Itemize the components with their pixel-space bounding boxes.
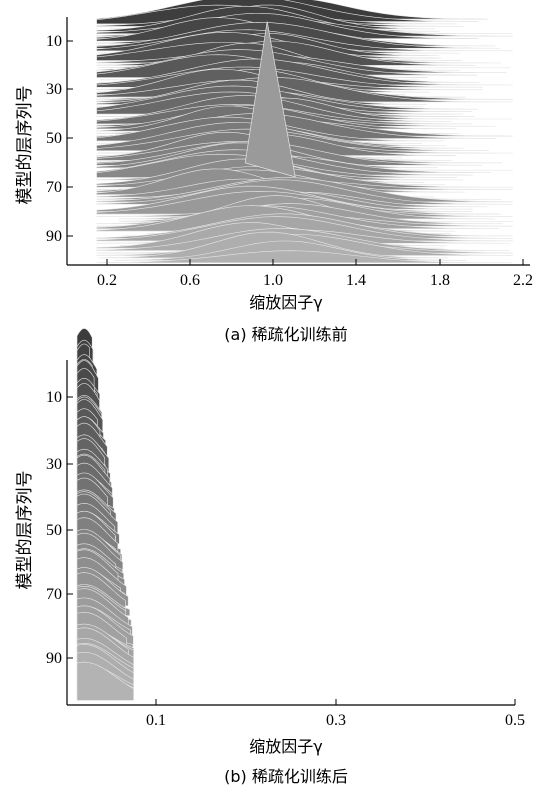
panel-a-x-label: 缩放因子γ (249, 293, 322, 312)
panel-b-x-label: 缩放因子γ (249, 737, 322, 756)
x-tick-label: 1.8 (430, 272, 450, 289)
y-tick-label: 50 (46, 130, 62, 147)
x-tick-label: 0.5 (505, 712, 525, 729)
x-tick-label: 1.4 (346, 272, 366, 289)
x-tick-label: 0.6 (180, 272, 200, 289)
panel-b-y-label: 模型的层序列号 (15, 471, 35, 590)
x-tick-label: 0.3 (326, 712, 346, 729)
y-tick-label: 70 (46, 586, 62, 603)
panel-a-y-ticks: 10 30 50 70 90 (46, 33, 73, 245)
y-tick-label: 30 (46, 81, 62, 98)
y-tick-label: 50 (46, 522, 62, 539)
y-tick-label: 90 (46, 228, 62, 245)
y-tick-label: 90 (46, 650, 62, 667)
y-tick-label: 10 (46, 33, 62, 50)
panel-b: 0.1 0.3 0.5 10 30 50 70 90 缩放因子γ (b) 稀疏化训练后 模型… (15, 328, 525, 786)
panel-b-caption: (b) 稀疏化训练后 (224, 767, 348, 786)
ridge-peak (244, 21, 296, 178)
x-tick-label: 0.2 (97, 272, 117, 289)
panel-b-y-ticks: 10 30 50 70 90 (46, 389, 73, 667)
x-tick-label: 2.2 (513, 272, 533, 289)
panel-b-ridges (76, 328, 134, 701)
y-tick-label: 70 (46, 179, 62, 196)
panel-a-x-ticks: 0.2 0.6 1.0 1.4 1.8 2.2 (97, 259, 533, 289)
panel-a-y-label: 模型的层序列号 (15, 86, 35, 205)
y-tick-label: 30 (46, 456, 62, 473)
panel-a-ridges (96, 0, 513, 264)
ridge-layer-103 (76, 661, 134, 701)
panel-a-caption: (a) 稀疏化训练前 (224, 325, 347, 344)
y-tick-label: 10 (46, 389, 62, 406)
ridge-layer-101 (96, 250, 512, 264)
panel-a: 0.2 0.6 1.0 1.4 1.8 2.2 10 30 50 70 90 缩放因子γ (a) … (15, 0, 533, 344)
panel-b-x-ticks: 0.1 0.3 0.5 (146, 699, 525, 729)
x-tick-label: 1.0 (263, 272, 283, 289)
x-tick-label: 0.1 (146, 712, 166, 729)
